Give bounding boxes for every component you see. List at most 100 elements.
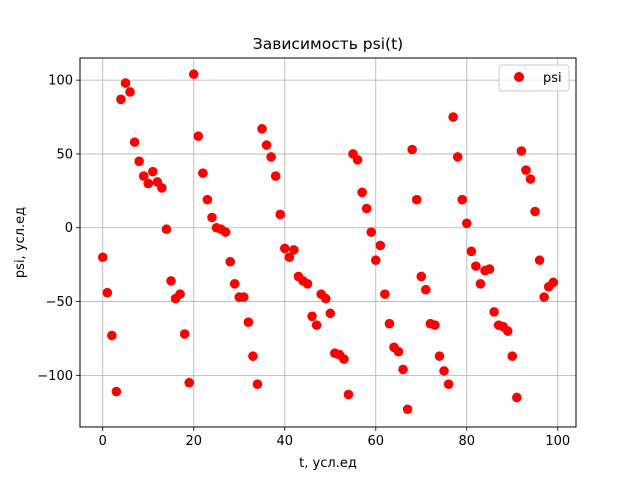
data-point — [270, 171, 281, 181]
legend-label: psi — [543, 71, 562, 86]
y-axis-label: psi, усл.ед — [13, 207, 28, 278]
data-point — [502, 326, 513, 336]
data-point — [134, 156, 144, 167]
x-tick-label: 40 — [276, 434, 293, 449]
data-point — [284, 252, 295, 263]
data-point — [539, 292, 549, 302]
data-point — [466, 246, 477, 257]
data-point — [512, 392, 522, 403]
data-point — [320, 293, 331, 304]
data-point — [402, 404, 413, 415]
data-point — [202, 194, 213, 205]
data-point — [179, 329, 190, 339]
plot-frame — [79, 57, 577, 428]
x-tick-label: 0 — [99, 434, 107, 449]
data-point — [384, 318, 395, 329]
data-point — [120, 78, 131, 88]
data-point — [148, 166, 158, 177]
data-point — [457, 194, 468, 205]
data-point — [289, 245, 299, 255]
data-point — [302, 279, 313, 289]
legend-box — [498, 64, 570, 92]
x-tick-label: 60 — [368, 434, 385, 449]
data-point — [548, 277, 559, 288]
data-point — [443, 379, 454, 389]
data-point — [102, 287, 113, 298]
axis-ticks: 0 20 40 60 80 100 −100 −50 0 50 100 — [37, 74, 570, 449]
data-point — [352, 155, 363, 165]
data-point — [484, 264, 495, 274]
data-point — [157, 183, 167, 193]
data-point — [97, 252, 108, 263]
data-point — [380, 289, 390, 299]
data-point — [534, 255, 545, 266]
data-point — [161, 224, 172, 235]
data-point — [375, 240, 386, 251]
data-point — [475, 279, 486, 289]
data-point — [220, 227, 231, 237]
y-tick-label: −100 — [37, 369, 73, 384]
data-point — [225, 256, 235, 267]
data-point — [448, 112, 458, 122]
data-point — [416, 271, 427, 282]
data-point — [516, 146, 527, 156]
data-point — [107, 330, 117, 341]
data-point — [398, 364, 408, 375]
x-tick-label: 80 — [459, 434, 476, 449]
data-point — [275, 209, 286, 220]
data-point — [489, 307, 499, 317]
data-point — [193, 131, 204, 142]
data-point — [138, 171, 149, 181]
data-point — [461, 218, 472, 229]
data-point — [311, 320, 322, 330]
data-point — [229, 279, 240, 289]
data-point — [521, 165, 531, 175]
data-point — [143, 178, 154, 189]
data-point — [307, 311, 317, 322]
data-point — [525, 174, 536, 184]
data-point — [421, 284, 431, 295]
data-point — [261, 140, 272, 150]
data-point — [129, 137, 140, 147]
data-point — [361, 203, 372, 214]
data-point — [198, 168, 208, 178]
data-point — [393, 346, 404, 357]
x-tick-label: 100 — [545, 434, 570, 449]
y-tick-label: 50 — [56, 147, 73, 162]
data-point — [366, 227, 377, 237]
data-point — [175, 289, 185, 299]
data-point — [407, 144, 417, 155]
data-point — [243, 317, 254, 328]
data-point — [434, 351, 445, 361]
data-point — [279, 243, 290, 254]
data-point — [411, 194, 422, 205]
data-point — [343, 389, 354, 400]
data-point — [339, 354, 349, 364]
x-tick-label: 20 — [185, 434, 202, 449]
data-point — [239, 292, 249, 302]
data-point — [370, 255, 381, 266]
y-tick-label: 0 — [65, 221, 73, 236]
data-point — [257, 124, 267, 134]
data-point — [325, 308, 336, 319]
data-point — [166, 276, 176, 286]
data-point — [207, 212, 217, 223]
data-point — [125, 87, 135, 97]
x-axis-label: t, усл.ед — [299, 456, 357, 471]
data-point — [471, 261, 481, 271]
data-point — [530, 206, 540, 217]
data-point — [266, 152, 276, 162]
legend: psi — [498, 64, 570, 92]
data-point — [430, 320, 440, 330]
data-points — [97, 69, 559, 415]
y-tick-label: −50 — [46, 295, 73, 310]
legend-marker — [514, 72, 524, 82]
data-point — [184, 377, 195, 388]
data-point — [111, 386, 122, 397]
y-tick-label: 100 — [48, 74, 73, 89]
data-point — [452, 152, 463, 162]
data-point — [507, 351, 518, 361]
data-point — [357, 187, 367, 198]
chart-title: Зависимость psi(t) — [253, 35, 403, 53]
